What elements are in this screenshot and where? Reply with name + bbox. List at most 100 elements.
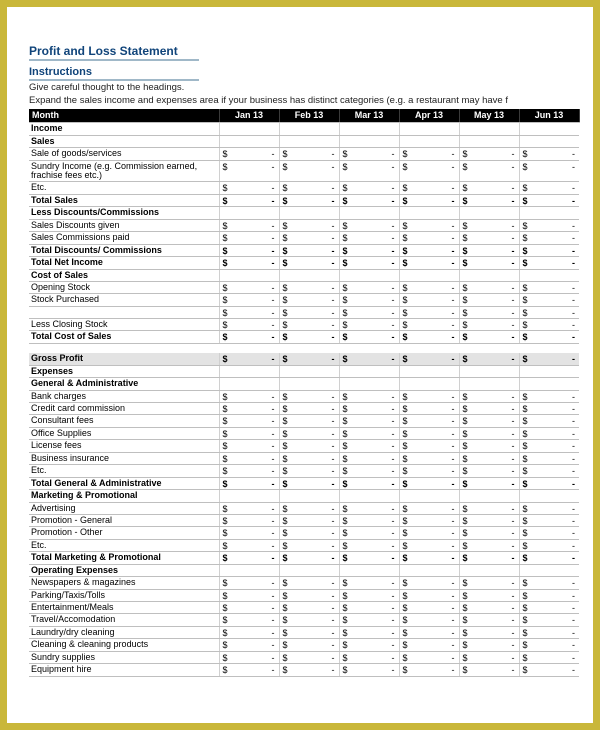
header-month: Jun 13 [519,109,579,123]
table-cell: $- [519,294,579,306]
table-cell: $- [519,440,579,452]
row-label: Total Marketing & Promotional [29,552,219,564]
table-cell: $- [279,502,339,514]
table-cell [399,365,459,377]
table-cell: $- [519,539,579,551]
table-cell: $- [459,626,519,638]
table-row: Promotion - General$-$-$-$-$-$- [29,514,579,526]
row-label: Promotion - Other [29,527,219,539]
spacer-row [29,343,579,353]
table-cell: $- [339,353,399,365]
table-cell: $- [519,219,579,231]
table-cell: $- [399,539,459,551]
table-cell [459,123,519,135]
table-cell: $- [279,353,339,365]
table-cell: $- [459,182,519,194]
table-cell: $- [399,281,459,293]
table-cell: $- [339,160,399,182]
table-cell [519,123,579,135]
table-cell: $- [279,306,339,318]
row-label: Laundry/dry cleaning [29,626,219,638]
table-cell: $- [519,626,579,638]
total-row: Total General & Administrative$-$-$-$-$-… [29,477,579,489]
row-label: License fees [29,440,219,452]
table-cell: $- [519,552,579,564]
table-cell [279,123,339,135]
table-cell: $- [339,318,399,330]
table-cell: $- [219,257,279,269]
table-cell: $- [339,440,399,452]
table-cell: $- [279,589,339,601]
row-label: Total General & Administrative [29,477,219,489]
table-cell: $- [279,160,339,182]
table-cell: $- [279,281,339,293]
row-label: Office Supplies [29,427,219,439]
table-cell: $- [219,306,279,318]
table-cell: $- [399,577,459,589]
table-cell: $- [339,403,399,415]
table-cell: $- [399,415,459,427]
table-cell: $- [219,639,279,651]
table-cell: $- [399,318,459,330]
row-label: Sales [29,135,219,147]
table-cell [219,135,279,147]
table-row: Sundry supplies$-$-$-$-$-$- [29,651,579,663]
table-cell: $- [519,306,579,318]
table-cell: $- [219,281,279,293]
table-cell: $- [279,390,339,402]
row-label: Gross Profit [29,353,219,365]
table-cell: $- [399,232,459,244]
row-label [29,306,219,318]
table-cell [219,564,279,576]
table-cell [339,564,399,576]
document-title: Profit and Loss Statement [29,44,199,61]
row-label: Etc. [29,182,219,194]
row-label: Sundry supplies [29,651,219,663]
table-cell: $- [219,602,279,614]
header-month: Feb 13 [279,109,339,123]
row-label: Opening Stock [29,281,219,293]
section-row: Operating Expenses [29,564,579,576]
table-cell: $- [459,294,519,306]
table-row: Consultant fees$-$-$-$-$-$- [29,415,579,427]
table-cell [399,378,459,390]
table-cell: $- [519,614,579,626]
table-row: Parking/Taxis/Tolls$-$-$-$-$-$- [29,589,579,601]
table-cell: $- [339,626,399,638]
table-cell: $- [459,614,519,626]
table-cell [279,490,339,502]
table-cell: $- [459,477,519,489]
table-cell: $- [279,639,339,651]
row-label: Sales Discounts given [29,219,219,231]
table-cell: $- [219,465,279,477]
table-cell: $- [399,552,459,564]
table-cell [399,207,459,219]
table-cell: $- [399,527,459,539]
table-cell [519,564,579,576]
table-cell: $- [459,502,519,514]
row-label: Total Discounts/ Commissions [29,244,219,256]
table-cell [339,207,399,219]
table-cell: $- [339,465,399,477]
table-cell: $- [519,651,579,663]
table-cell: $- [459,539,519,551]
table-row: License fees$-$-$-$-$-$- [29,440,579,452]
table-cell: $- [279,477,339,489]
table-cell: $- [279,552,339,564]
table-cell: $- [279,427,339,439]
instructions-line-2: Expand the sales income and expenses are… [29,95,575,107]
header-month: Apr 13 [399,109,459,123]
table-cell: $- [399,182,459,194]
table-cell: $- [339,602,399,614]
table-cell: $- [519,160,579,182]
table-cell: $- [519,148,579,160]
table-cell: $- [279,219,339,231]
table-cell: $- [399,294,459,306]
total-row: Total Marketing & Promotional$-$-$-$-$-$… [29,552,579,564]
header-month: May 13 [459,109,519,123]
table-cell: $- [219,651,279,663]
table-cell [219,365,279,377]
header-month: Mar 13 [339,109,399,123]
table-cell [459,365,519,377]
instructions-heading: Instructions [29,66,199,81]
